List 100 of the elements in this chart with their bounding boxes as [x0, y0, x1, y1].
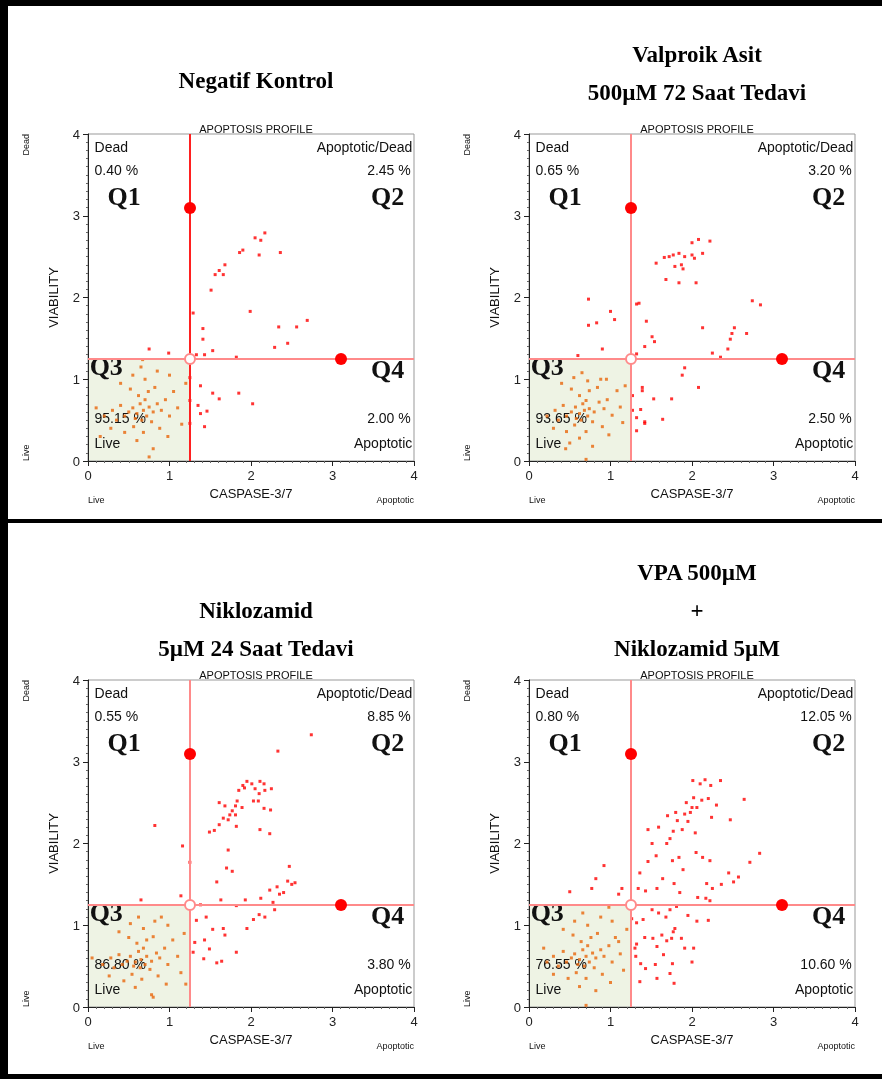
y-tick-label: 2: [513, 836, 521, 851]
chart-subtitle: APOPTOSIS PROFILE: [199, 668, 313, 681]
annotation: 8.85 %: [367, 707, 411, 724]
annotation: 0.40 %: [94, 161, 139, 178]
x-tick-label: 1: [606, 468, 615, 483]
y-axis-title: VIABILITY: [46, 812, 61, 874]
x-tick-label: 2: [247, 468, 255, 483]
text: Live: [462, 990, 473, 1007]
y-axis-title: VIABILITY: [487, 266, 502, 328]
annotation: Dead: [94, 139, 128, 156]
annotation: 2.00 %: [367, 410, 411, 427]
x-tick-label: 0: [525, 468, 533, 483]
chart-subtitle: APOPTOSIS PROFILE: [640, 122, 754, 135]
annotation: Dead: [94, 685, 128, 702]
x-tick-label: 1: [606, 1014, 615, 1029]
x-tick-label: 4: [410, 468, 418, 483]
chart-subtitle: APOPTOSIS PROFILE: [640, 668, 754, 681]
annotation: Q1: [107, 181, 141, 211]
annotation: Q4: [370, 900, 405, 930]
y-tick-label: 4: [72, 672, 80, 688]
annotation: Q2: [811, 181, 846, 211]
text: Live: [462, 444, 473, 461]
chart-title: Negatif Kontrol: [178, 67, 334, 93]
annotation: Q1: [548, 727, 582, 757]
annotation: 2.50 %: [808, 410, 852, 427]
y-tick-label: 4: [72, 126, 80, 142]
x-tick-label: 2: [688, 1014, 696, 1029]
x-tick-label: 4: [410, 1014, 418, 1029]
annotation: Live: [535, 981, 562, 998]
y-tick-label: 1: [72, 917, 80, 933]
annotation: Q4: [811, 900, 846, 930]
annotation: Dead: [535, 685, 569, 702]
annotation: Q4: [811, 354, 846, 384]
annotation: 0.65 %: [535, 161, 580, 178]
annotation: 0.55 %: [94, 707, 139, 724]
x-tick-label: 2: [688, 468, 696, 483]
annotation: 2.45 %: [367, 161, 411, 178]
x-tick-label: 0: [84, 1014, 92, 1029]
y-tick-label: 0: [72, 453, 80, 469]
annotation: Live: [94, 435, 121, 452]
y-tick-label: 3: [72, 208, 80, 224]
annotation: Apoptotic: [353, 435, 413, 452]
y-tick-label: 0: [513, 453, 521, 469]
y-tick-label: 3: [72, 754, 80, 770]
text: Live: [21, 444, 32, 461]
annotation: Q4: [370, 354, 405, 384]
x-axis-title: CASPASE-3/7: [650, 485, 734, 501]
annotation: Apoptotic: [353, 981, 413, 998]
x-tick-label: 3: [328, 468, 337, 483]
annotation: Q1: [548, 181, 582, 211]
x-tick-label: 1: [165, 1014, 174, 1029]
x-tick-label: 3: [769, 468, 778, 483]
y-tick-label: 4: [513, 126, 521, 142]
y-tick-label: 1: [513, 917, 521, 933]
annotation: Apoptotic: [794, 981, 854, 998]
annotation: Apoptotic: [794, 435, 854, 452]
annotation: 76.55 %: [535, 956, 587, 973]
annotation: 10.60 %: [800, 956, 852, 973]
text: Live: [529, 1041, 546, 1052]
x-axis-title: CASPASE-3/7: [209, 1031, 293, 1047]
annotation: 12.05 %: [800, 707, 852, 724]
annotation: Dead: [535, 139, 569, 156]
annotation: Q2: [370, 181, 405, 211]
annotation: Live: [535, 435, 562, 452]
text: Apoptotic: [376, 1041, 415, 1052]
chart-subtitle: APOPTOSIS PROFILE: [199, 122, 313, 135]
text: Apoptotic: [817, 495, 856, 506]
annotation: 3.20 %: [808, 161, 852, 178]
text: Dead: [21, 680, 32, 702]
y-tick-label: 1: [513, 371, 521, 387]
annotation: 93.65 %: [535, 410, 587, 427]
text: Apoptotic: [817, 1041, 856, 1052]
y-axis-title: VIABILITY: [487, 812, 502, 874]
annotation: Apoptotic/Dead: [316, 139, 413, 156]
y-tick-label: 3: [513, 754, 521, 770]
x-axis-title: CASPASE-3/7: [650, 1031, 734, 1047]
annotation: Q2: [811, 727, 846, 757]
annotation: Apoptotic/Dead: [757, 685, 854, 702]
y-tick-label: 4: [513, 672, 521, 688]
chart-title: VPA 500µM + Niklozamid 5µM: [614, 559, 781, 661]
annotation: 3.80 %: [367, 956, 411, 973]
annotation: Apoptotic/Dead: [757, 139, 854, 156]
y-tick-label: 0: [72, 999, 80, 1015]
y-tick-label: 0: [513, 999, 521, 1015]
y-tick-label: 2: [513, 290, 521, 305]
x-tick-label: 0: [525, 1014, 533, 1029]
chart-title: Valproik Asit 500µM 72 Saat Tedavi: [587, 41, 807, 105]
annotation: 0.80 %: [535, 707, 580, 724]
y-tick-label: 2: [72, 290, 80, 305]
x-tick-label: 0: [84, 468, 92, 483]
text: Live: [21, 990, 32, 1007]
text: Live: [529, 495, 546, 506]
x-tick-label: 2: [247, 1014, 255, 1029]
x-axis-title: CASPASE-3/7: [209, 485, 293, 501]
x-tick-label: 1: [165, 468, 174, 483]
y-tick-label: 1: [72, 371, 80, 387]
annotation: Apoptotic/Dead: [316, 685, 413, 702]
text: Apoptotic: [376, 495, 415, 506]
annotation: Q2: [370, 727, 405, 757]
annotation: Q1: [107, 727, 141, 757]
